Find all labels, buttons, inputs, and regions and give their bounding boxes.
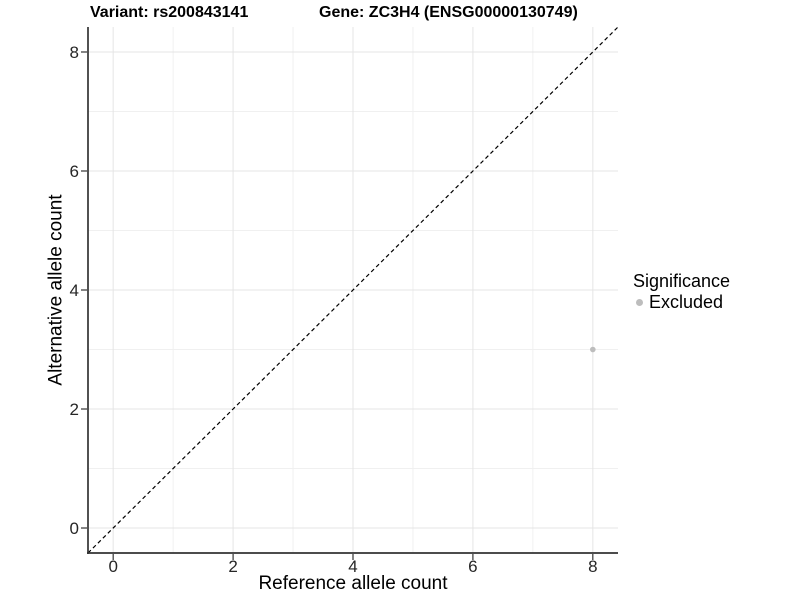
x-tick-label: 4: [348, 557, 357, 576]
y-tick-label: 8: [70, 43, 79, 62]
gene-title: Gene: ZC3H4 (ENSG00000130749): [319, 4, 578, 21]
x-tick-label: 8: [588, 557, 597, 576]
y-tick-label: 2: [70, 400, 79, 419]
legend-item-label: Excluded: [649, 292, 724, 312]
y-tick-label: 6: [70, 162, 79, 181]
excluded-point-icon: [636, 298, 643, 306]
x-tick-label: 6: [468, 557, 477, 576]
x-tick-label: 2: [228, 557, 237, 576]
y-tick-label: 4: [70, 281, 79, 300]
identity-dashed-line: [87, 26, 619, 554]
y-tick-label: 0: [70, 519, 79, 538]
y-axis-title: Alternative allele count: [45, 194, 67, 386]
data-point-excluded: [590, 346, 596, 353]
variant-title: Variant: rs200843141: [90, 4, 249, 21]
x-axis-title: Reference allele count: [258, 573, 448, 594]
x-tick-label: 0: [108, 557, 117, 576]
legend-item-excluded: Excluded: [633, 292, 730, 312]
legend-title: Significance: [633, 271, 731, 291]
legend: Significance Excluded: [633, 271, 730, 312]
